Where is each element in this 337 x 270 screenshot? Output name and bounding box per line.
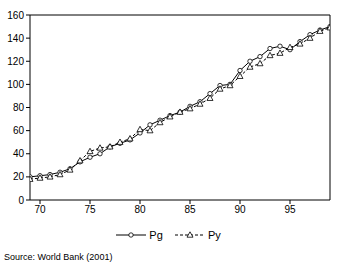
svg-text:140: 140 <box>8 33 24 44</box>
svg-text:20: 20 <box>13 171 25 182</box>
svg-text:95: 95 <box>284 204 296 215</box>
svg-text:80: 80 <box>13 102 25 113</box>
html-text:Py: Py <box>207 229 221 242</box>
svg-text:0: 0 <box>18 195 24 206</box>
svg-text:85: 85 <box>184 204 196 215</box>
svg-text:100: 100 <box>8 79 24 90</box>
html-text:Pg: Pg <box>149 229 163 242</box>
svg-text:60: 60 <box>13 125 25 136</box>
svg-text:120: 120 <box>8 56 24 67</box>
html-text:Source: World Bank (2001): Source: World Bank (2001) <box>4 252 113 262</box>
svg-text:75: 75 <box>84 204 96 215</box>
svg-text:80: 80 <box>134 204 146 215</box>
svg-text:70: 70 <box>34 204 46 215</box>
svg-text:90: 90 <box>234 204 246 215</box>
svg-text:160: 160 <box>8 10 24 21</box>
svg-text:40: 40 <box>13 148 25 159</box>
